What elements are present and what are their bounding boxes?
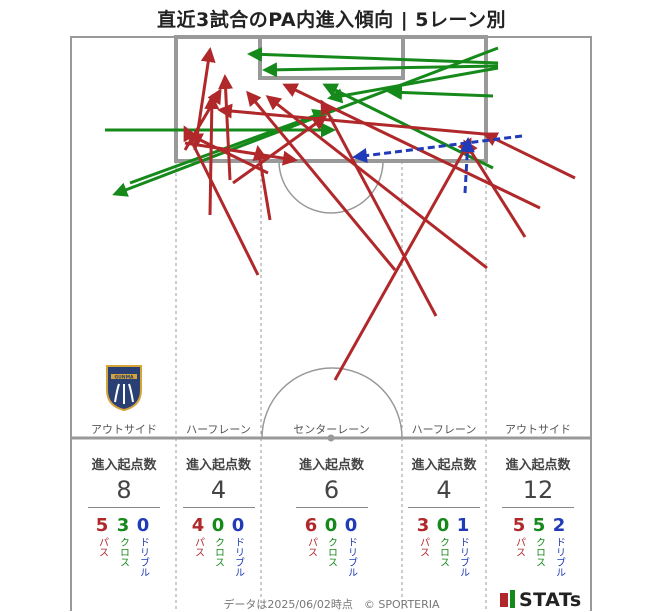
pass-arrow — [183, 125, 260, 276]
entry-count-total: 12 — [522, 476, 554, 504]
entry-count-header: 進入起点数 — [91, 458, 157, 473]
pass-arrow — [282, 83, 541, 210]
pass-arrow — [246, 90, 397, 271]
lane-label-halfspace-left: ハーフレーン — [186, 423, 251, 436]
entry-count-header: 進入起点数 — [185, 458, 251, 473]
svg-text:GUNMA: GUNMA — [114, 375, 134, 381]
section-rule — [88, 507, 160, 508]
pass-arrow — [218, 74, 234, 181]
dribble-arrow — [459, 137, 475, 194]
pass-arrow — [232, 115, 328, 185]
footer-note: データは2025/06/02時点 © SPORTERIA — [223, 598, 440, 611]
cross-arrows — [105, 46, 499, 197]
pass-arrow — [265, 95, 488, 270]
cross-arrow — [112, 46, 499, 197]
pass-stat: 4 パス — [191, 515, 205, 557]
pass-stat: 5 パス — [95, 515, 109, 557]
entry-count-total: 6 — [323, 476, 340, 504]
lane-label-outside-right: アウトサイド — [505, 423, 571, 436]
dribble-stat: 2 ドリブル — [552, 515, 566, 577]
brand-logo: STATs — [500, 589, 582, 611]
pass-stat: 6 パス — [304, 515, 318, 557]
cross-stat: 0 クロス — [211, 515, 225, 567]
section-rule — [296, 507, 368, 508]
cross-arrow — [387, 84, 494, 100]
dribble-stat: 0 ドリブル — [231, 515, 245, 577]
pass-arrow — [193, 47, 216, 151]
entry-count-header: 進入起点数 — [505, 458, 571, 473]
dribble-arrows — [352, 134, 523, 194]
dribble-stat: 0 ドリブル — [136, 515, 150, 577]
pass-stat: 3 パス — [416, 515, 430, 557]
lane-label-center: センターレーン — [293, 423, 370, 436]
pass-arrow — [482, 132, 576, 180]
pass-arrow — [320, 99, 438, 317]
cross-stat: 3 クロス — [116, 515, 130, 567]
pass-arrows — [183, 47, 576, 381]
section-rule — [502, 507, 574, 508]
center-spot — [327, 434, 335, 442]
brand-name: STATs — [519, 589, 582, 611]
pass-arrow — [217, 103, 496, 137]
lane-label-outside-left: アウトサイド — [91, 423, 157, 436]
cross-arrow — [247, 46, 499, 65]
pass-arrow — [333, 137, 472, 381]
entry-count-header: 進入起点数 — [411, 458, 477, 473]
club-logo: GUNMA — [106, 365, 142, 412]
cross-stat: 0 クロス — [436, 515, 450, 567]
cross-arrow — [262, 62, 499, 78]
dribble-stat: 0 ドリブル — [344, 515, 358, 577]
entry-count-total: 4 — [436, 476, 452, 504]
pass-arrow — [204, 94, 220, 216]
dribble-stat: 1 ドリブル — [456, 515, 470, 577]
cross-stat: 0 クロス — [324, 515, 338, 567]
entry-count-total: 4 — [210, 476, 227, 504]
section-rule — [408, 507, 480, 508]
pass-arrow — [184, 141, 298, 166]
pass-stat: 5 パス — [512, 515, 526, 557]
lane-label-halfspace-right: ハーフレーン — [411, 423, 477, 436]
entry-count-header: 進入起点数 — [298, 458, 364, 473]
pass-arrow — [252, 145, 272, 221]
pass-arrow — [463, 139, 527, 238]
entry-count-total: 8 — [116, 476, 132, 504]
dribble-arrow — [352, 134, 523, 163]
cross-stat: 5 クロス — [532, 515, 546, 567]
center-circle — [261, 367, 403, 439]
page-title: 直近3試合のPA内進入傾向 | 5レーン別 — [156, 9, 507, 31]
section-rule — [183, 507, 255, 508]
cross-arrow — [327, 66, 499, 104]
